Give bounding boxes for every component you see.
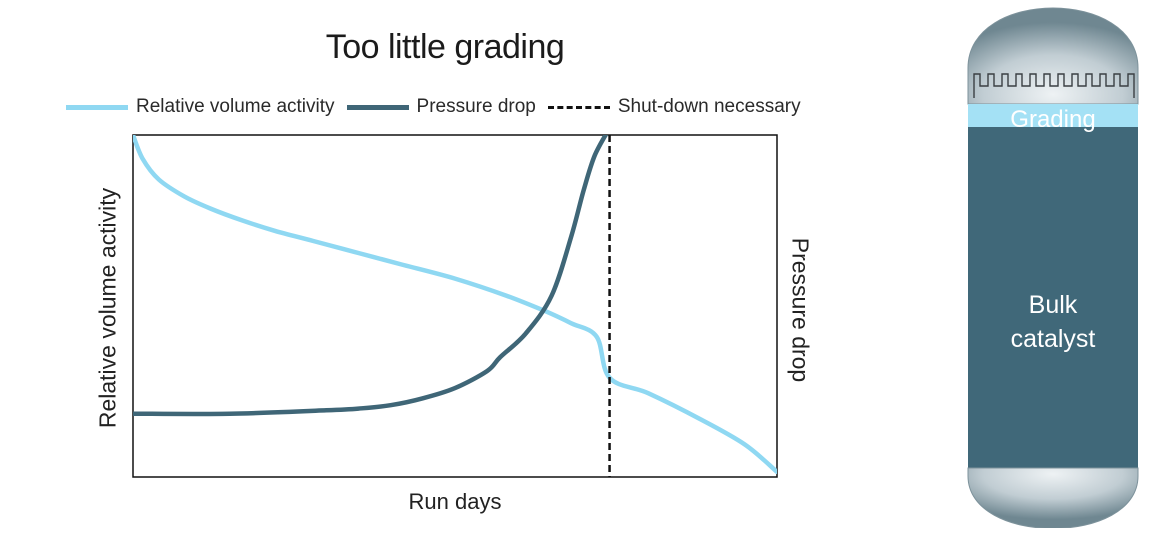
reactor-grading-layer	[968, 104, 1138, 127]
legend-item-shutdown: Shut-down necessary	[547, 96, 801, 118]
reactor-distributor-trays	[973, 73, 1135, 98]
chart-legend: Relative volume activity Pressure drop S…	[66, 96, 813, 118]
series-line-relative-volume-activity	[133, 135, 777, 475]
y-axis-label-right: Pressure drop	[787, 237, 814, 383]
legend-item-pressure: Pressure drop	[346, 96, 536, 118]
reactor-diagram: Grading Bulk catalyst	[966, 6, 1140, 529]
legend-label-activity: Relative volume activity	[136, 96, 335, 117]
reactor-bulk-catalyst-bed	[968, 127, 1138, 468]
series-line-pressure-drop	[133, 135, 609, 417]
legend-item-activity: Relative volume activity	[66, 96, 335, 118]
chart-plot	[132, 134, 778, 478]
reactor-bulk-label-line1: Bulk	[1028, 291, 1078, 319]
reactor-vessel	[967, 7, 1139, 529]
x-axis-label: Run days	[408, 489, 502, 514]
plot-frame	[132, 134, 778, 478]
legend-swatch-shutdown	[547, 105, 610, 109]
reactor-bulk-label-line2: catalyst	[1010, 325, 1096, 353]
reactor-bottom-dome	[967, 467, 1139, 529]
legend-label-pressure: Pressure drop	[416, 96, 536, 117]
legend-swatch-pressure	[346, 104, 409, 110]
reactor-top-dome	[967, 7, 1139, 105]
legend-swatch-activity	[66, 104, 128, 110]
reactor-bulk-catalyst-label: Bulk catalyst	[966, 288, 1140, 356]
reactor-grading-label: Grading	[1010, 106, 1096, 133]
y-axis-label-left: Relative volume activity	[94, 187, 121, 429]
legend-label-shutdown: Shut-down necessary	[617, 96, 801, 117]
chart-title: Too little grading	[325, 28, 565, 66]
